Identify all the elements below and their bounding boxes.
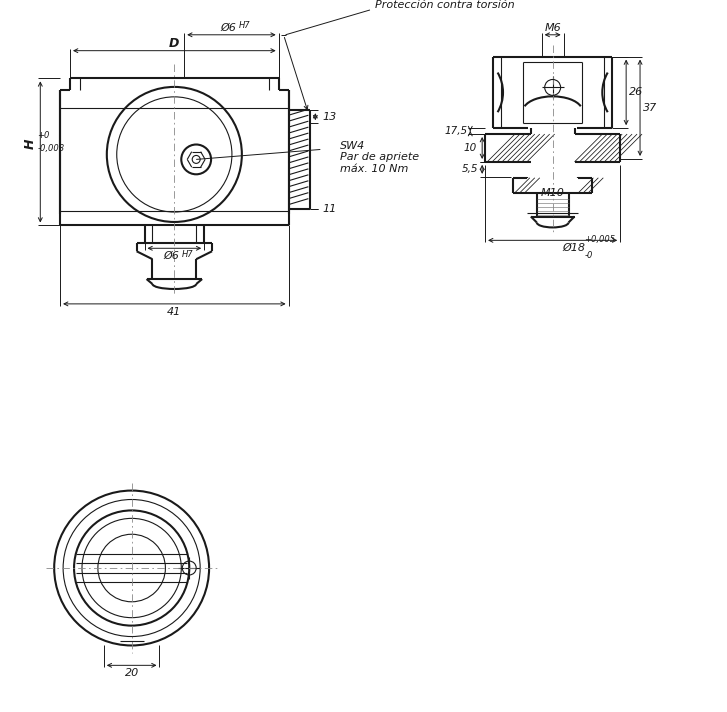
Text: SW4: SW4 (340, 140, 366, 150)
Text: 41: 41 (167, 307, 182, 317)
Text: D: D (169, 37, 180, 51)
Text: +0: +0 (37, 131, 49, 140)
Text: H7: H7 (238, 21, 250, 31)
Text: 10: 10 (464, 143, 477, 153)
Text: Protección contra torsión: Protección contra torsión (375, 0, 515, 10)
Text: -0: -0 (585, 251, 593, 261)
Text: 37: 37 (643, 103, 657, 112)
Text: Ø18: Ø18 (563, 244, 585, 253)
Text: Par de apriete: Par de apriete (340, 152, 419, 162)
Text: 13: 13 (322, 112, 337, 122)
Text: H: H (24, 139, 37, 150)
Text: +0,005: +0,005 (585, 235, 616, 244)
Text: -0,008: -0,008 (37, 144, 65, 153)
Text: 20: 20 (124, 669, 139, 679)
Text: Ø6: Ø6 (164, 251, 180, 261)
Text: M6: M6 (545, 23, 561, 33)
Text: máx. 10 Nm: máx. 10 Nm (340, 164, 409, 174)
Text: 26: 26 (629, 88, 643, 98)
Text: 5,5: 5,5 (462, 164, 478, 174)
Text: M10: M10 (541, 188, 565, 198)
Text: H7: H7 (182, 250, 193, 258)
Text: Ø6: Ø6 (220, 23, 236, 33)
Text: 11: 11 (322, 204, 337, 214)
Text: 17,5: 17,5 (445, 126, 468, 136)
